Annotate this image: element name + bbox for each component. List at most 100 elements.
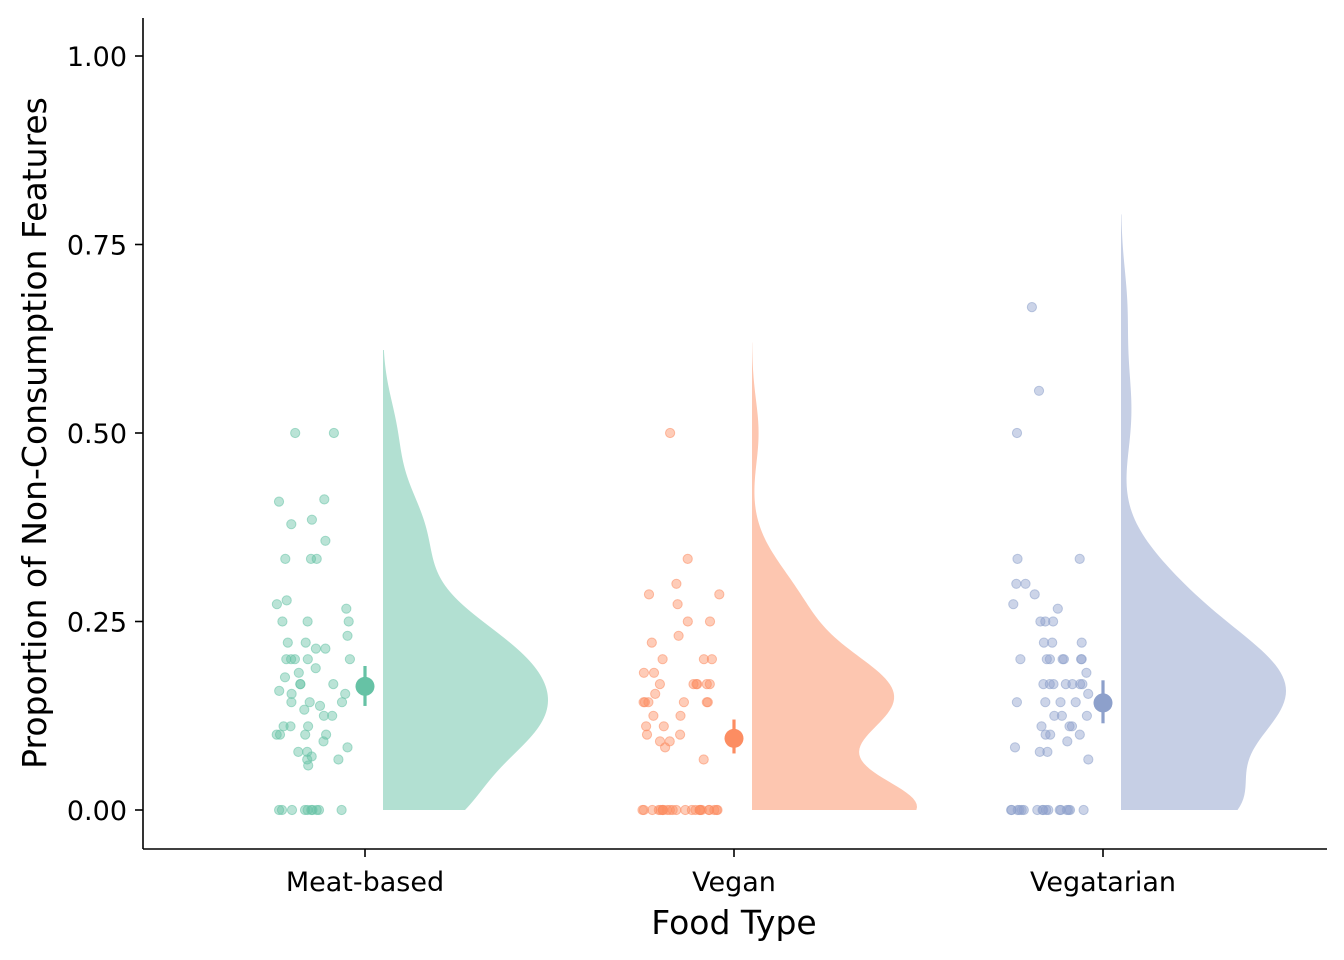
density-cloud [383,350,548,810]
data-point [1075,679,1086,690]
data-point [675,729,686,740]
data-point [1033,385,1045,396]
data-point [1058,654,1070,665]
mean-point [355,676,375,696]
data-point [658,721,669,732]
data-point [1064,721,1075,732]
data-point [319,494,330,505]
y-axis-ticks: 0.00 0.25 0.50 0.75 1.00 [67,42,143,827]
data-point [1081,710,1093,721]
data-point [657,654,668,665]
data-point [286,804,298,816]
data-point [1052,603,1063,614]
data-point [295,679,306,690]
data-point [276,804,288,816]
data-point [654,679,666,690]
data-point [682,553,693,565]
data-point [344,654,355,665]
data-point [641,729,653,740]
data-point [1066,721,1078,732]
data-point [1044,654,1056,665]
data-point [1042,746,1053,758]
data-point [282,637,293,648]
data-point [641,721,652,732]
y-tick-label: 0.25 [67,608,127,639]
data-point [1048,616,1059,627]
x-tick-label: Vegan [692,867,776,898]
mean-point [724,728,744,748]
data-point [310,663,321,674]
data-point [1038,637,1050,648]
data-point [701,679,712,690]
data-point [1055,804,1067,816]
data-point [1026,302,1038,313]
data-point [667,804,678,816]
data-point [1055,697,1066,708]
data-point [694,804,705,816]
data-point [1032,804,1043,816]
x-axis-title: Food Type [651,903,816,942]
data-point [327,710,338,721]
data-point [1083,688,1094,700]
data-point [336,804,347,816]
data-point [706,654,718,665]
data-point [671,578,682,589]
data-point [648,710,659,721]
data-point [328,679,339,690]
data-point [1067,679,1078,690]
y-tick-label: 0.00 [67,796,127,827]
data-point [1011,427,1023,439]
data-point [281,595,292,606]
data-point [305,553,317,565]
data-point [1062,736,1073,747]
data-point [280,553,291,565]
data-point [680,804,691,816]
data-point [274,685,285,697]
y-tick-label: 0.50 [67,419,127,450]
data-point [664,804,676,816]
data-point [277,616,288,627]
data-point [1035,616,1046,627]
data-point [657,804,668,816]
data-point [1029,589,1040,600]
data-point [286,654,297,665]
data-point [1083,754,1094,765]
data-point [660,742,671,753]
data-point [638,667,650,678]
density-cloud [752,342,917,810]
data-point [648,667,660,678]
data-point [1040,697,1051,708]
data-point [286,697,297,708]
data-point [646,637,657,648]
data-point [1070,697,1081,708]
data-point [306,514,317,525]
data-point [1048,679,1059,690]
y-axis-title: Proportion of Non-Consumption Features [15,97,54,769]
data-point [310,643,321,654]
data-point [336,697,348,708]
mean-error-bars [355,665,1113,754]
data-point [341,603,352,614]
data-point [333,754,344,765]
data-point [1074,729,1085,740]
data-point [290,427,301,439]
data-point [1081,667,1092,678]
data-point [318,710,329,721]
data-point [1076,637,1087,648]
data-point [637,804,648,816]
data-point [1012,553,1023,565]
data-point [304,697,315,708]
data-point [1074,553,1085,565]
data-point [320,535,331,546]
data-point [1034,746,1045,758]
data-point [1076,654,1087,665]
data-point [278,721,289,732]
data-point [678,697,690,708]
data-point [300,729,311,740]
data-point [653,804,664,816]
y-tick-label: 0.75 [67,231,127,262]
data-point [271,599,282,610]
density-clouds [383,214,1286,811]
data-point [1047,637,1058,648]
data-point [704,616,716,627]
